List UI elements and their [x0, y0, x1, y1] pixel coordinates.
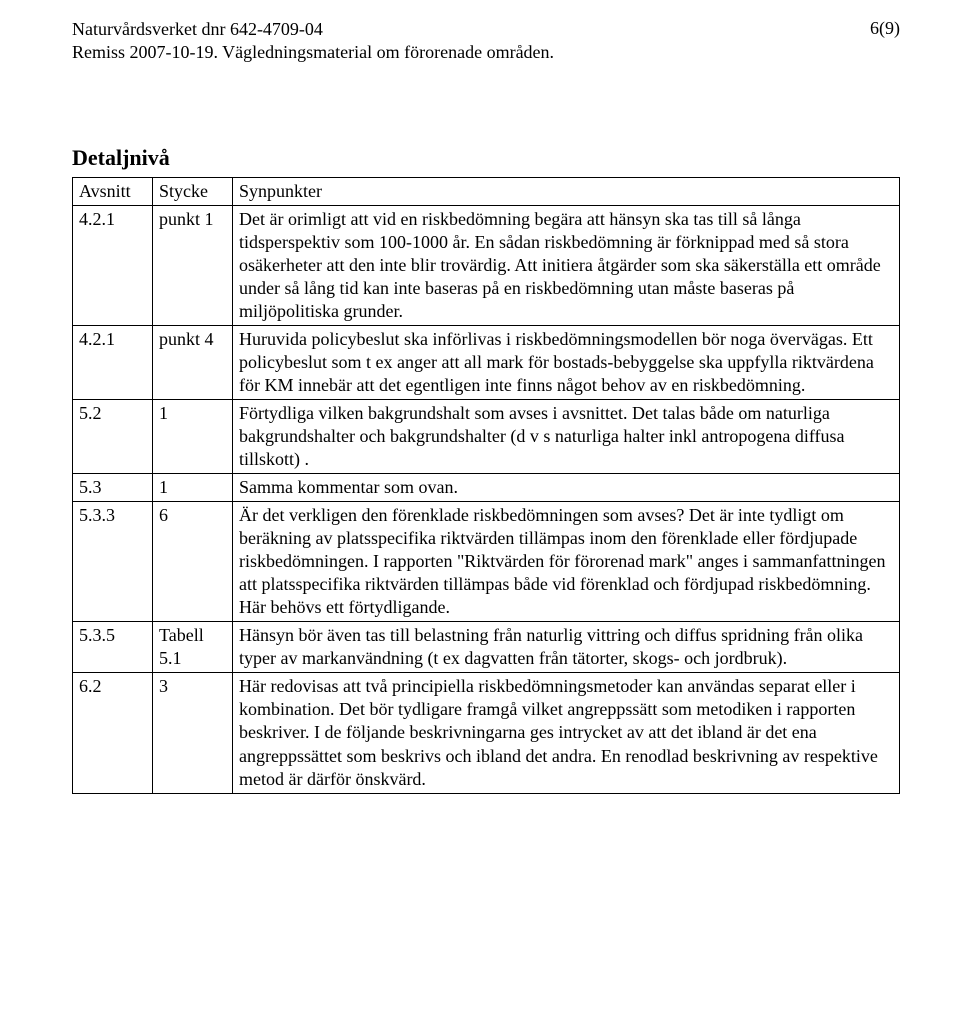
- col-header-synpunkter: Synpunkter: [233, 177, 900, 205]
- cell-stycke: punkt 1: [153, 205, 233, 325]
- page-header: Naturvårdsverket dnr 642-4709-04 Remiss …: [72, 18, 900, 65]
- cell-stycke: Tabell 5.1: [153, 622, 233, 673]
- table-row: 5.3.5 Tabell 5.1 Hänsyn bör även tas til…: [73, 622, 900, 673]
- cell-avsnitt: 4.2.1: [73, 205, 153, 325]
- cell-stycke: punkt 4: [153, 325, 233, 399]
- cell-avsnitt: 5.3.3: [73, 502, 153, 622]
- cell-avsnitt: 6.2: [73, 673, 153, 793]
- cell-avsnitt: 5.2: [73, 400, 153, 474]
- header-left: Naturvårdsverket dnr 642-4709-04 Remiss …: [72, 18, 554, 65]
- table-header-row: Avsnitt Stycke Synpunkter: [73, 177, 900, 205]
- cell-stycke: 3: [153, 673, 233, 793]
- page-number: 6(9): [870, 18, 900, 39]
- col-header-avsnitt: Avsnitt: [73, 177, 153, 205]
- cell-synpunkter: Är det verkligen den förenklade riskbedö…: [233, 502, 900, 622]
- table-row: 5.3 1 Samma kommentar som ovan.: [73, 474, 900, 502]
- header-line-1: Naturvårdsverket dnr 642-4709-04: [72, 18, 554, 41]
- section-title: Detaljnivå: [72, 145, 900, 171]
- cell-avsnitt: 5.3.5: [73, 622, 153, 673]
- header-line-2: Remiss 2007-10-19. Vägledningsmaterial o…: [72, 41, 554, 64]
- table-row: 6.2 3 Här redovisas att två principiella…: [73, 673, 900, 793]
- cell-avsnitt: 5.3: [73, 474, 153, 502]
- document-page: Naturvårdsverket dnr 642-4709-04 Remiss …: [0, 0, 960, 834]
- cell-synpunkter: Huruvida policybeslut ska införlivas i r…: [233, 325, 900, 399]
- col-header-stycke: Stycke: [153, 177, 233, 205]
- table-row: 5.2 1 Förtydliga vilken bakgrundshalt so…: [73, 400, 900, 474]
- cell-synpunkter: Hänsyn bör även tas till belastning från…: [233, 622, 900, 673]
- cell-synpunkter: Samma kommentar som ovan.: [233, 474, 900, 502]
- cell-synpunkter: Det är orimligt att vid en riskbedömning…: [233, 205, 900, 325]
- cell-synpunkter: Här redovisas att två principiella riskb…: [233, 673, 900, 793]
- table-row: 5.3.3 6 Är det verkligen den förenklade …: [73, 502, 900, 622]
- cell-stycke: 6: [153, 502, 233, 622]
- table-row: 4.2.1 punkt 4 Huruvida policybeslut ska …: [73, 325, 900, 399]
- cell-stycke: 1: [153, 474, 233, 502]
- cell-avsnitt: 4.2.1: [73, 325, 153, 399]
- cell-stycke: 1: [153, 400, 233, 474]
- detail-table: Avsnitt Stycke Synpunkter 4.2.1 punkt 1 …: [72, 177, 900, 794]
- cell-synpunkter: Förtydliga vilken bakgrundshalt som avse…: [233, 400, 900, 474]
- table-row: 4.2.1 punkt 1 Det är orimligt att vid en…: [73, 205, 900, 325]
